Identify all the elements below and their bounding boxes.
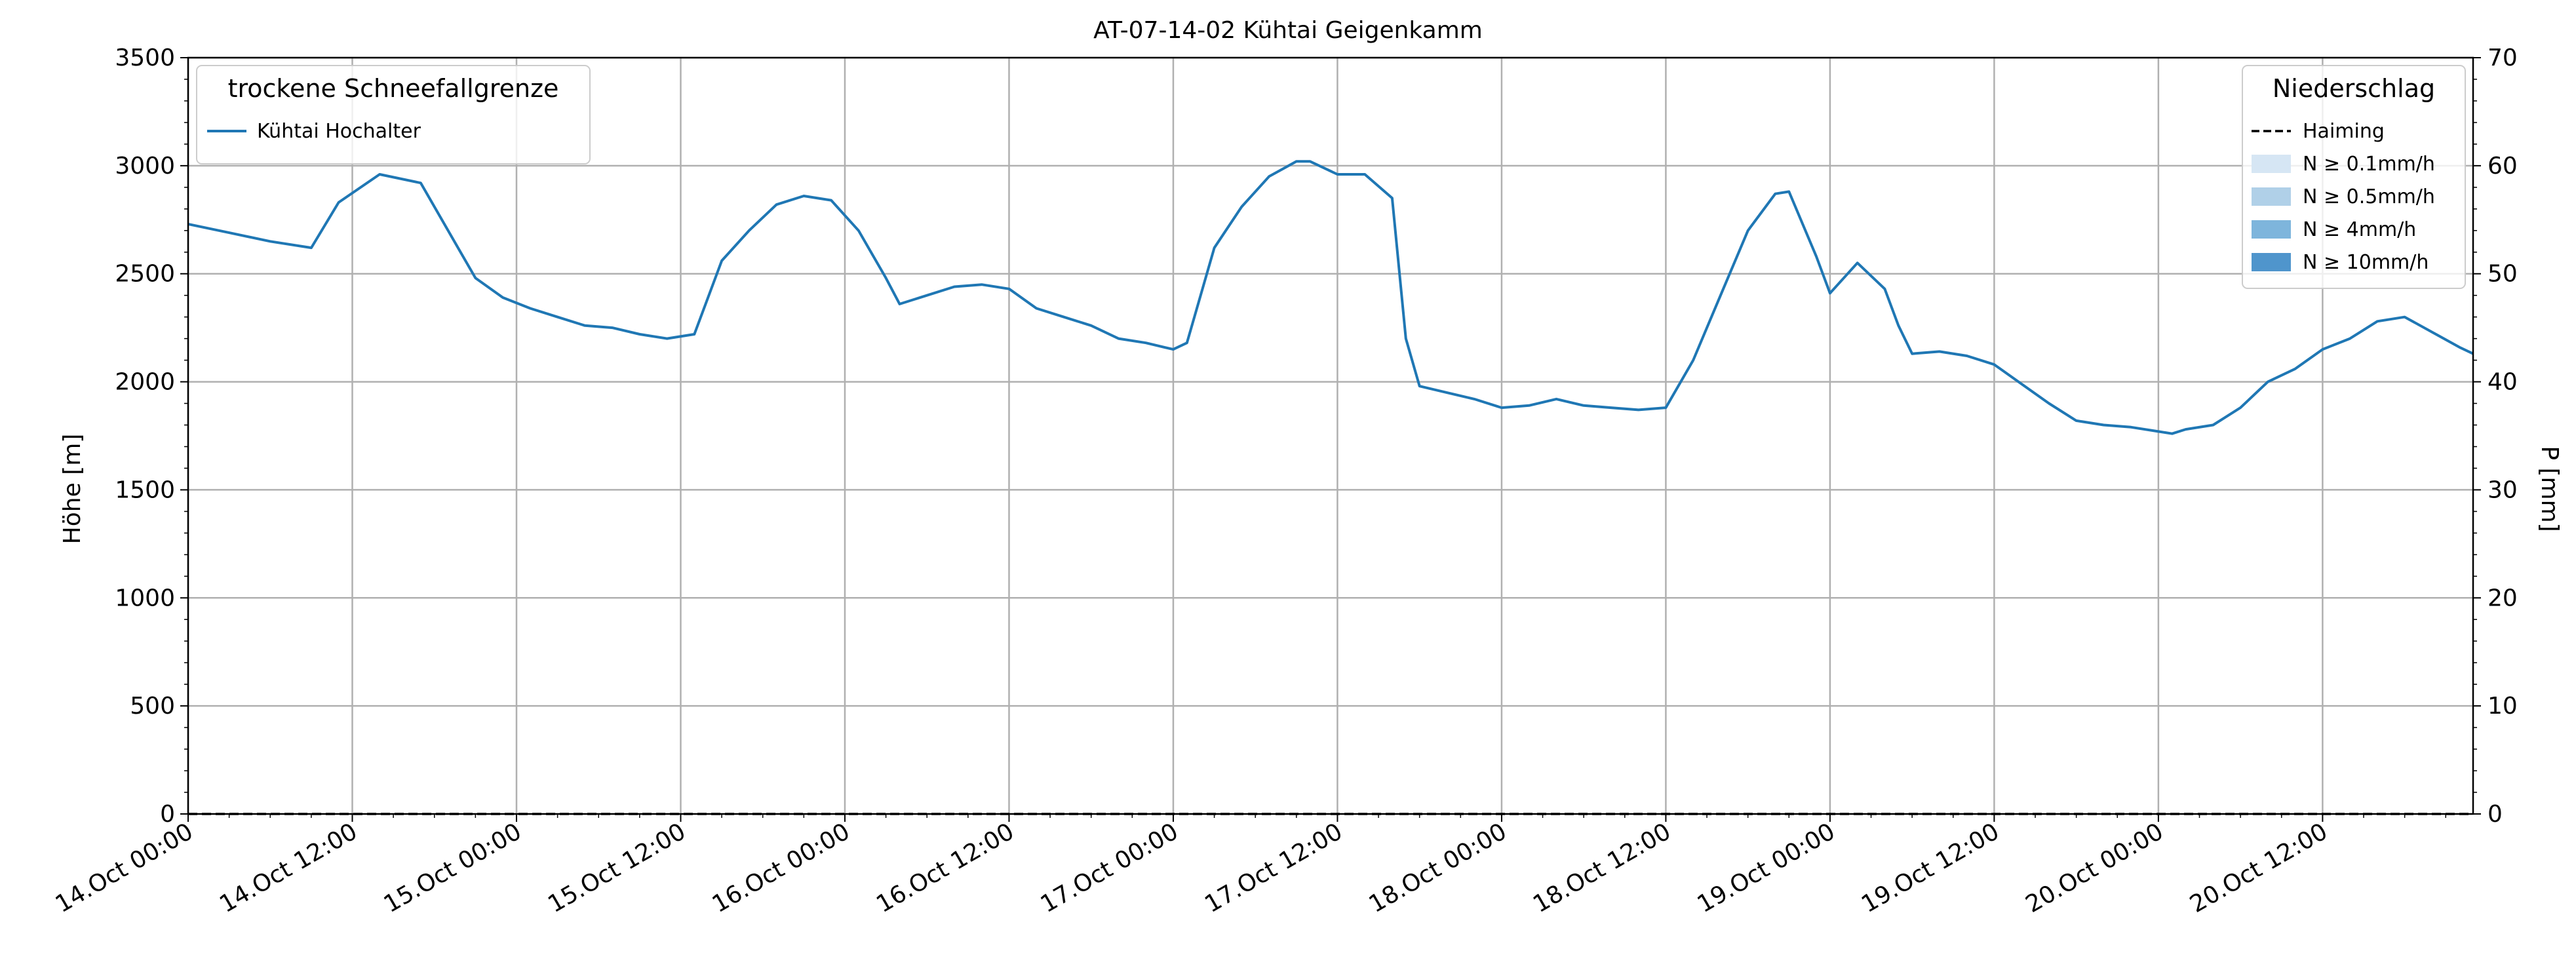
legend-label: Kühtai Hochalter [257,120,421,143]
y2-tick-label: 60 [2488,153,2518,180]
y-tick-label: 2500 [115,261,175,288]
legend-patch [2252,220,2291,239]
legend-box [2242,65,2466,289]
y-tick-label: 500 [130,693,175,720]
legend-label: N ≥ 4mm/h [2303,218,2416,241]
y2-tick-label: 70 [2488,45,2518,71]
legend-precipitation: Niederschlag Haiming N ≥ 0.1mm/h N ≥ 0.5mm/… [2242,65,2466,289]
y-tick-label: 3000 [115,153,175,180]
y-axis-label: Höhe [m] [59,434,86,545]
legend-box [196,65,591,164]
y2-tick-label: 30 [2488,476,2518,503]
y-tick-label: 0 [160,801,175,828]
legend-label: N ≥ 10mm/h [2303,251,2429,274]
y2-tick-label: 0 [2488,801,2503,828]
legend-label: Haiming [2303,120,2385,143]
legend-series: trockene Schneefallgrenze Kühtai Hochalte… [196,65,591,164]
y-tick-label: 1500 [115,476,175,503]
y-tick-label: 2000 [115,369,175,396]
legend-patch [2252,155,2291,173]
legend-label: N ≥ 0.1mm/h [2303,153,2435,176]
plot-frame [187,56,2474,815]
legend-patch [2252,253,2291,271]
chart-title: AT-07-14-02 Kühtai Geigenkamm [1093,17,1483,44]
y-tick-label: 3500 [115,45,175,71]
y2-tick-label: 40 [2488,369,2518,396]
legend-title: Niederschlag [2273,74,2435,103]
legend-title: trockene Schneefallgrenze [228,74,559,103]
y-tick-label: 1000 [115,585,175,611]
y2-tick-label: 20 [2488,585,2518,611]
legend-patch [2252,187,2291,206]
series-line [187,160,2474,435]
legend-label: N ≥ 0.5mm/h [2303,185,2435,208]
series-layer [187,160,2474,435]
y2-tick-label: 50 [2488,261,2518,288]
y2-axis-label: P [mm] [2536,446,2563,531]
y2-tick-label: 10 [2488,693,2518,720]
